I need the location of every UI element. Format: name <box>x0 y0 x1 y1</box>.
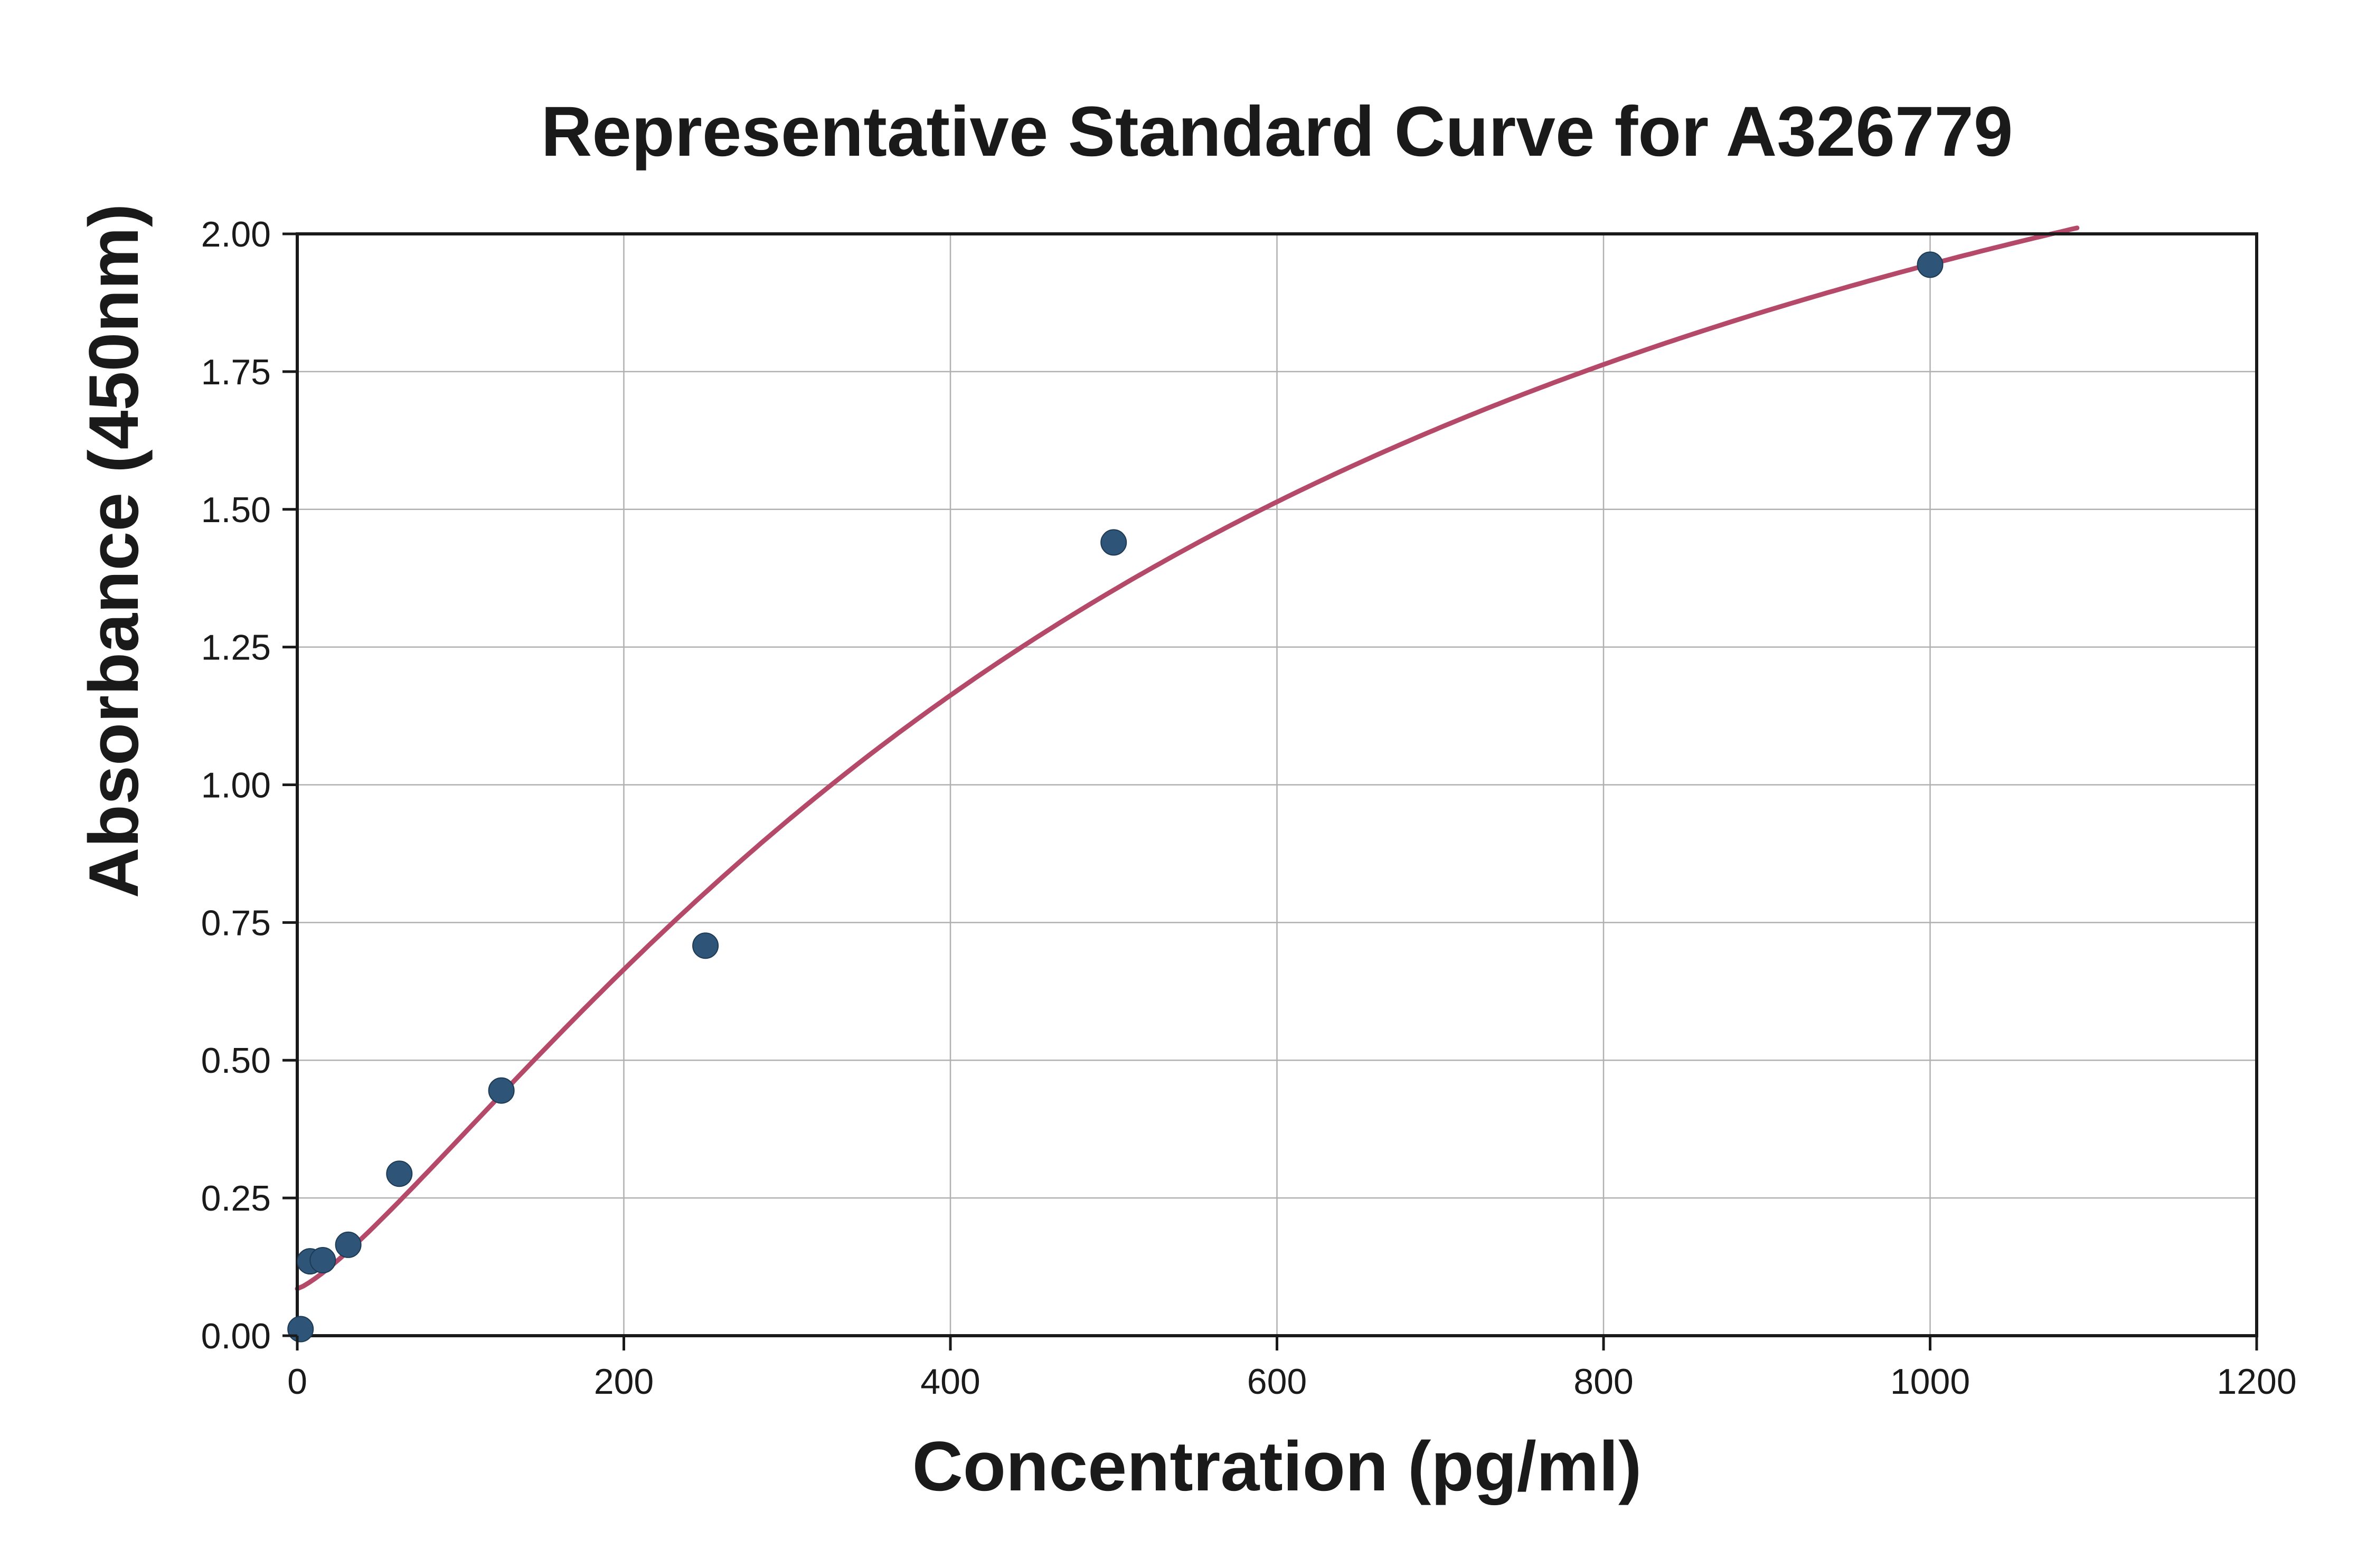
svg-text:200: 200 <box>594 1362 654 1402</box>
svg-text:1.00: 1.00 <box>201 766 271 806</box>
svg-text:0: 0 <box>287 1362 307 1402</box>
svg-text:0.75: 0.75 <box>201 903 271 943</box>
svg-text:0.50: 0.50 <box>201 1041 271 1081</box>
svg-text:600: 600 <box>1247 1362 1307 1402</box>
svg-text:2.00: 2.00 <box>201 214 271 254</box>
svg-text:1.25: 1.25 <box>201 628 271 668</box>
svg-text:0.25: 0.25 <box>201 1178 271 1218</box>
svg-text:400: 400 <box>920 1362 980 1402</box>
svg-text:1.75: 1.75 <box>201 352 271 392</box>
svg-text:1200: 1200 <box>2217 1362 2296 1402</box>
svg-text:1.50: 1.50 <box>201 490 271 530</box>
svg-text:800: 800 <box>1573 1362 1633 1402</box>
svg-text:1000: 1000 <box>1890 1362 1970 1402</box>
svg-text:0.00: 0.00 <box>201 1316 271 1356</box>
